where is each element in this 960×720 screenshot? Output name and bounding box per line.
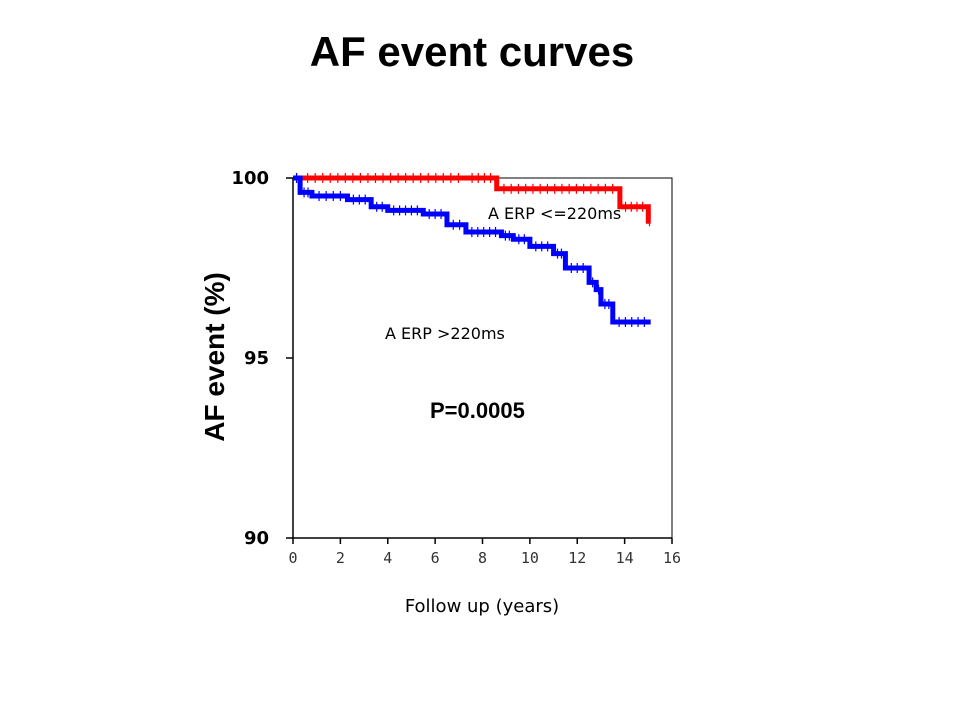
x-axis-label: Follow up (years)	[405, 596, 559, 617]
x-tick-label: 6	[431, 549, 440, 567]
y-tick-label: 95	[244, 348, 269, 369]
x-tick-label: 2	[336, 549, 345, 567]
slide-title: AF event curves	[309, 28, 635, 75]
series-layer	[293, 173, 651, 327]
x-tick-label: 14	[616, 549, 634, 567]
x-tick-label: 4	[383, 549, 392, 567]
x-tick-label: 16	[663, 549, 681, 567]
annotation-erp-le-220: A ERP <=220ms	[488, 204, 621, 223]
y-axis-label: AF event (%)	[199, 272, 230, 442]
annotation-erp-gt-220: A ERP >220ms	[385, 324, 505, 343]
x-tick-label: 8	[478, 549, 487, 567]
y-tick-label: 90	[244, 528, 269, 549]
y-tick-label: 100	[231, 168, 269, 189]
x-axis-ticks: 0 2 4 6 8 10 12 14 16	[288, 538, 681, 567]
y-axis-ticks: 90 95 100	[231, 168, 293, 549]
p-value-label: P=0.0005	[430, 398, 525, 423]
x-tick-label: 12	[568, 549, 586, 567]
x-tick-label: 0	[288, 549, 297, 567]
x-tick-label: 10	[521, 549, 539, 567]
series-1-curve	[293, 175, 651, 325]
